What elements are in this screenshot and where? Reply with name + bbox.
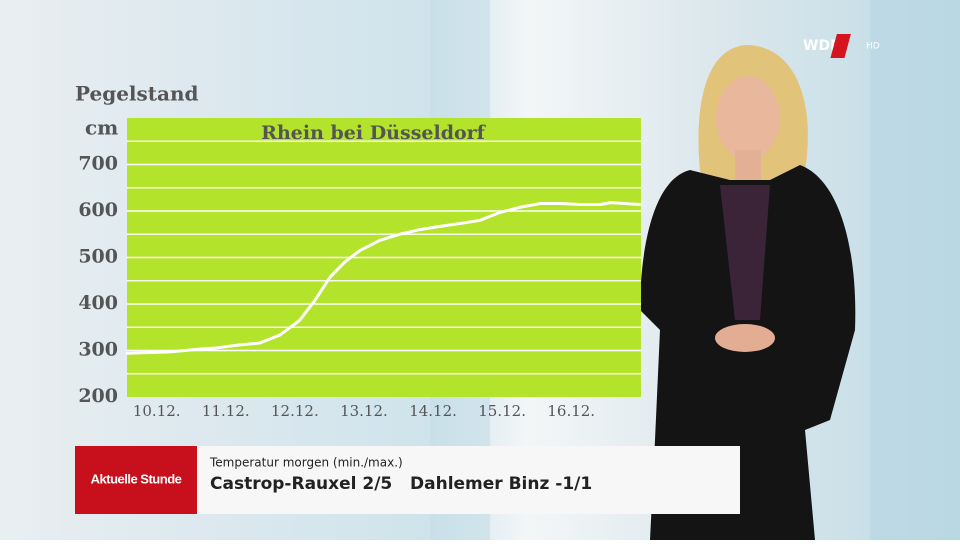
logo: WDR HD [803,34,880,58]
x-tick-label: 11.12. [202,402,250,420]
x-tick-label: 14.12. [409,402,457,420]
y-tick-label: 500 [78,246,118,268]
banner-caption: Temperatur morgen (min./max.) [209,456,403,470]
x-tick-label: 10.12. [133,402,181,420]
x-tick-label: 12.12. [271,402,319,420]
logo-text: WDR [803,38,841,54]
logo-mark [830,34,851,58]
x-tick-label: 15.12. [478,402,526,420]
data-line [125,201,643,355]
y-axis-label: Pegelstand [75,82,199,106]
studio-panel [870,0,960,540]
y-tick-label: 600 [78,199,118,221]
banner-text: Castrop-Rauxel 2/5 Dahlemer Binz -1/1 [210,474,592,494]
lower-third: Aktuelle Stunde Temperatur morgen (min./… [75,446,740,514]
info-box [197,446,740,514]
y-tick-label: 200 [78,385,118,407]
chart-title: Rhein bei Düsseldorf [261,122,487,144]
show-box [75,446,197,514]
x-tick-label: 13.12. [340,402,388,420]
y-tick-label: 700 [78,153,118,175]
show-name: Aktuelle Stunde [91,471,182,486]
logo-badge: HD [866,42,880,52]
y-unit: cm [85,116,118,140]
plot: 200 300 400 500 600 700 10.12. 11.12. 12.12. 13.1… [78,118,643,420]
x-tick-label: 16.12. [547,402,595,420]
y-tick-label: 400 [78,292,118,314]
y-tick-label: 300 [78,339,118,361]
